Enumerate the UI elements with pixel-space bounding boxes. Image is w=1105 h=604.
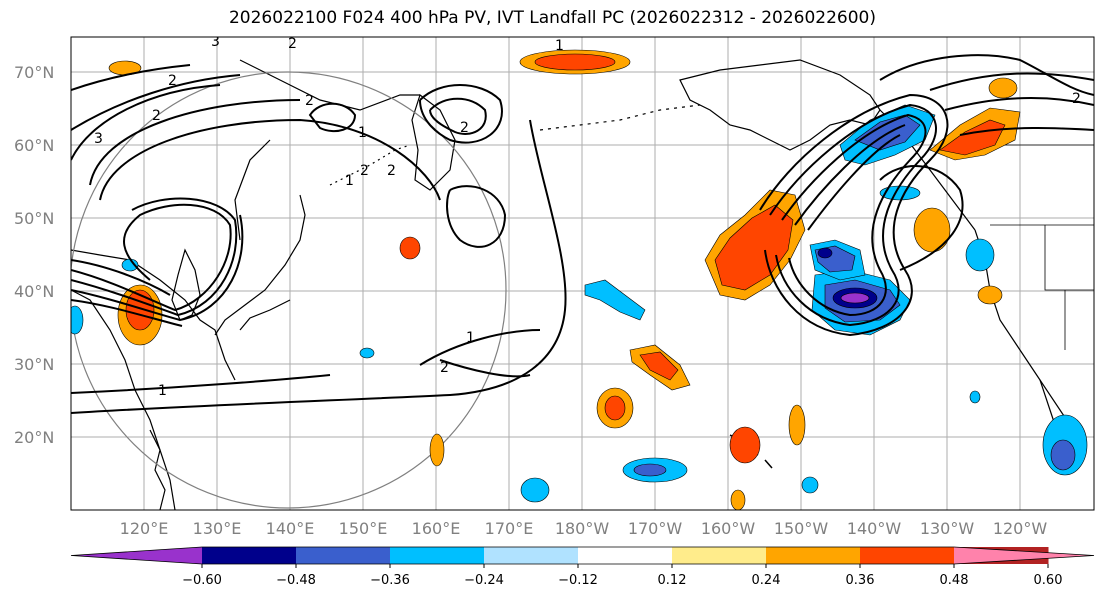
lon-label: 130°E bbox=[193, 519, 242, 538]
contour-label: 2 bbox=[1072, 91, 1081, 107]
contour-label: 1 bbox=[358, 125, 367, 141]
lat-label: 60°N bbox=[14, 136, 54, 155]
lon-label: 140°E bbox=[266, 519, 315, 538]
colorbar-extend-low bbox=[71, 547, 202, 564]
domain-circle bbox=[71, 71, 507, 509]
contour-label: 2 bbox=[288, 36, 297, 52]
lon-label: 160°E bbox=[412, 519, 461, 538]
contour-label: 1 bbox=[555, 38, 564, 54]
lon-label: 130°W bbox=[920, 519, 975, 538]
colorbar-segment bbox=[484, 547, 579, 564]
contour-label: 2 bbox=[152, 108, 161, 124]
colorbar-tick-label: 0.12 bbox=[658, 573, 687, 588]
contour-label: 1 bbox=[158, 383, 167, 399]
contour-label: 1 bbox=[466, 330, 475, 346]
colorbar-tick-label: 0.48 bbox=[940, 573, 969, 588]
contour-label: 2 bbox=[440, 360, 449, 376]
lon-label: 140°W bbox=[847, 519, 902, 538]
lat-label: 40°N bbox=[14, 282, 54, 301]
lat-labels: 70°N 60°N 50°N 40°N 30°N 20°N bbox=[14, 63, 54, 447]
contour-label: 2 bbox=[360, 163, 369, 179]
shaded-fields bbox=[71, 49, 1088, 510]
lon-label: 150°W bbox=[774, 519, 829, 538]
map-title: 2026022100 F024 400 hPa PV, IVT Landfall… bbox=[228, 8, 876, 28]
colorbar-segment bbox=[766, 547, 861, 564]
lon-label: 180°W bbox=[555, 519, 610, 538]
colorbar-tick-label: −0.36 bbox=[370, 573, 410, 588]
lon-label: 160°W bbox=[701, 519, 756, 538]
lat-label: 30°N bbox=[14, 355, 54, 374]
colorbar-segment bbox=[390, 547, 485, 564]
lat-label: 20°N bbox=[14, 428, 54, 447]
colorbar-tick-label: 0.24 bbox=[752, 573, 781, 588]
contour-label: 1 bbox=[345, 173, 354, 189]
lon-label: 120°W bbox=[993, 519, 1048, 538]
map-frame bbox=[70, 36, 1095, 511]
colorbar: −0.60 −0.48 −0.36 −0.24 −0.12 0.12 0.24 0.36 0.4… bbox=[70, 546, 1095, 588]
colorbar-extend-high bbox=[954, 547, 1094, 564]
colorbar-tick-label: −0.12 bbox=[558, 573, 598, 588]
map-content: 1 1 1 1 1 2 2 2 2 2 2 2 3 3 2 2 bbox=[71, 34, 1094, 510]
colorbar-tick-label: 0.60 bbox=[1034, 573, 1063, 588]
contour-labels: 1 1 1 1 1 2 2 2 2 2 2 2 3 3 2 2 bbox=[94, 34, 1081, 399]
lon-label: 150°E bbox=[339, 519, 388, 538]
colorbar-tick-label: −0.48 bbox=[276, 573, 316, 588]
contour-label: 3 bbox=[211, 34, 220, 50]
lon-label: 170°E bbox=[485, 519, 534, 538]
lon-labels: 120°E 130°E 140°E 150°E 160°E 170°E 180°… bbox=[120, 519, 1048, 538]
contour-label: 2 bbox=[305, 93, 314, 109]
contour-label: 2 bbox=[387, 163, 396, 179]
colorbar-segment bbox=[672, 547, 767, 564]
colorbar-segment bbox=[860, 547, 955, 564]
colorbar-tick-label: −0.60 bbox=[182, 573, 222, 588]
contour-label: 3 bbox=[94, 131, 103, 147]
pv-contours bbox=[71, 54, 1094, 414]
contour-label: 2 bbox=[460, 120, 469, 136]
colorbar-tick-label: 0.36 bbox=[846, 573, 875, 588]
lat-label: 50°N bbox=[14, 209, 54, 228]
colorbar-segment bbox=[578, 547, 673, 564]
colorbar-tick-label: −0.24 bbox=[464, 573, 504, 588]
lat-label: 70°N bbox=[14, 63, 54, 82]
lon-label: 170°W bbox=[628, 519, 683, 538]
colorbar-segment bbox=[202, 547, 297, 564]
contour-label: 2 bbox=[168, 73, 177, 89]
colorbar-segment bbox=[296, 547, 391, 564]
lon-label: 120°E bbox=[120, 519, 169, 538]
